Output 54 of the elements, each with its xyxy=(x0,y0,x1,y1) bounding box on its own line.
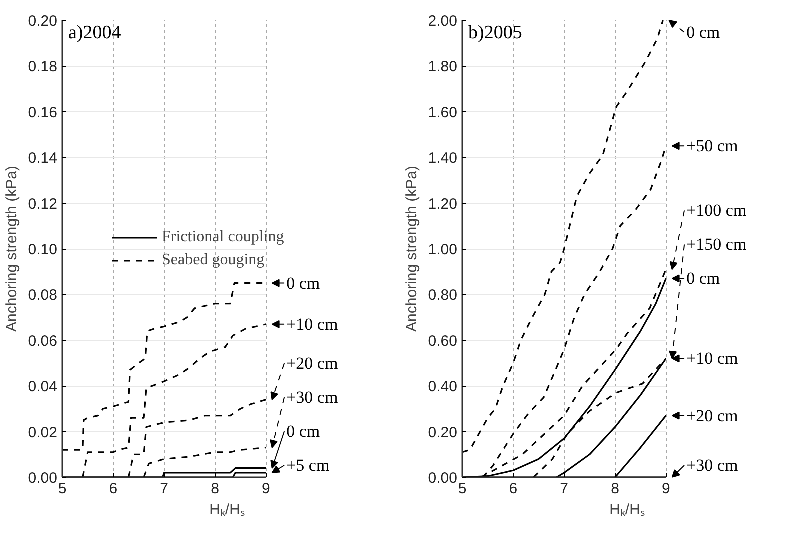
x-axis-title: Hₖ/Hₛ xyxy=(210,502,246,518)
chart-title: a)2004 xyxy=(68,22,122,44)
y-tick-label: 1.60 xyxy=(428,104,458,122)
y-tick-label: 0.04 xyxy=(28,378,58,396)
annotation: Seabed gouging xyxy=(162,251,265,269)
y-tick-label: 1.00 xyxy=(428,242,458,258)
y-tick-label: 0.14 xyxy=(28,150,58,168)
text: 0 cm xyxy=(286,422,320,441)
y-tick-label: 0.10 xyxy=(28,242,58,258)
legend-label: 0 cm xyxy=(286,274,320,293)
y-tick-label: 1.40 xyxy=(428,150,458,168)
y-tick-label: 0.20 xyxy=(428,424,458,442)
legend-label: 0 cm xyxy=(686,23,720,42)
legend-label: +5 cm xyxy=(286,456,330,475)
y-tick-label: 0.12 xyxy=(28,196,58,213)
text: +100 cm xyxy=(686,201,747,220)
y-tick-label: 0.08 xyxy=(28,287,58,304)
x-tick-label: 8 xyxy=(611,480,620,498)
y-tick-label: 0.02 xyxy=(28,424,58,442)
legend-label: +10 cm xyxy=(686,349,738,368)
text: +150 cm xyxy=(686,235,747,254)
x-tick-label: 9 xyxy=(262,480,270,498)
x-tick-label: 8 xyxy=(211,480,220,498)
y-tick-label: 0.00 xyxy=(428,470,458,487)
x-tick-label: 6 xyxy=(109,480,118,498)
y-tick-label: 0.00 xyxy=(28,470,58,487)
y-tick-label: 0.16 xyxy=(28,104,58,122)
y-axis-title: Anchoring strength (kPa) xyxy=(403,166,420,332)
legend-label: +10 cm xyxy=(286,314,338,334)
y-tick-label: 0.06 xyxy=(28,332,58,350)
y-tick-label: 0.60 xyxy=(428,332,458,350)
y-tick-label: 0.18 xyxy=(28,58,58,76)
y-tick-label: 1.20 xyxy=(428,196,458,213)
x-tick-label: 5 xyxy=(58,480,67,498)
annotation: Frictional coupling xyxy=(162,228,284,246)
x-tick-label: 6 xyxy=(509,480,518,498)
y-tick-label: 1.80 xyxy=(428,58,458,76)
x-axis-title: Hₖ/Hₛ xyxy=(610,502,646,518)
y-tick-label: 0.20 xyxy=(28,13,58,30)
x-tick-label: 7 xyxy=(160,480,169,498)
y-tick-label: 0.80 xyxy=(428,287,458,304)
chart-title: b)2005 xyxy=(468,22,522,44)
legend-label: 0 cm xyxy=(686,269,720,288)
legend-label: +20 cm xyxy=(686,406,738,426)
x-tick-label: 7 xyxy=(560,480,569,498)
y-axis-title: Anchoring strength (kPa) xyxy=(3,166,20,332)
legend-label: +30 cm xyxy=(686,456,738,475)
legend-label: +50 cm xyxy=(686,136,738,156)
x-tick-label: 5 xyxy=(458,480,467,498)
y-tick-label: 0.40 xyxy=(428,378,458,396)
legend-label: +30 cm xyxy=(286,388,338,407)
series-label: +20 cm xyxy=(286,354,338,373)
y-tick-label: 2.00 xyxy=(428,13,458,30)
x-tick-label: 9 xyxy=(662,480,670,498)
